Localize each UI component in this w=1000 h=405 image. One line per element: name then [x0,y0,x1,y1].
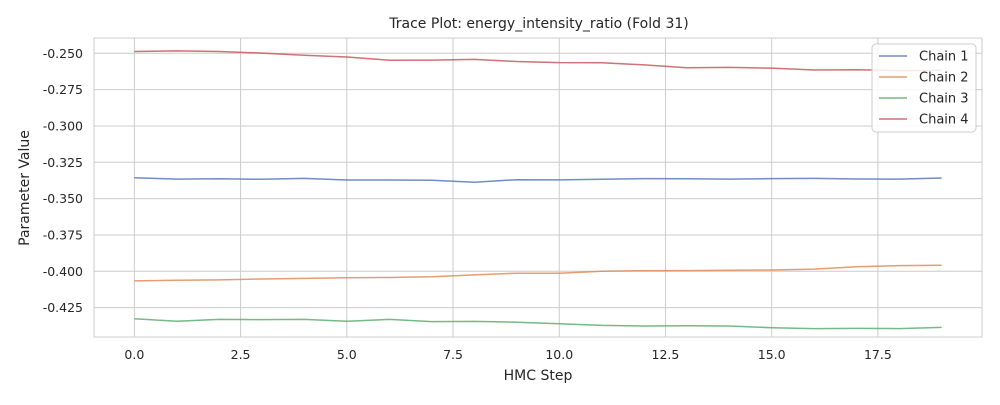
series-line-chain-4 [134,50,942,72]
x-tick-label: 17.5 [864,347,892,362]
series-layer [134,50,942,330]
y-tick-label: -0.350 [43,191,83,206]
y-tick-label: -0.425 [43,300,83,315]
y-tick-label: -0.275 [43,82,83,97]
y-axis-label: Parameter Value [17,130,33,246]
grid-layer [94,38,982,337]
y-tick-label: -0.375 [43,227,83,242]
series-line-chain-3 [134,317,942,330]
x-tick-label: 12.5 [652,347,680,362]
x-tick-label: 10.0 [545,347,573,362]
chart-title: Trace Plot: energy_intensity_ratio (Fold… [388,16,688,32]
y-tick-label: -0.400 [43,264,83,279]
x-tick-label: 15.0 [758,347,786,362]
y-tick-label: -0.300 [43,118,83,133]
legend-label: Chain 2 [919,71,969,86]
y-tick-label: -0.250 [43,46,83,61]
x-tick-label: 5.0 [337,347,357,362]
x-tick-label: 7.5 [443,347,463,362]
legend: Chain 1 Chain 2 Chain 3 Chain 4 [871,43,977,133]
plot-frame [93,37,983,338]
series-line-chain-2 [134,264,942,282]
legend-label: Chain 1 [919,50,969,65]
legend-label: Chain 4 [919,113,969,128]
y-tick-label: -0.325 [43,155,83,170]
x-tick-label: 0.0 [124,347,144,362]
x-axis-label: HMC Step [504,368,573,384]
x-tick-label: 2.5 [231,347,251,362]
legend-box [871,43,977,133]
legend-label: Chain 3 [919,92,969,107]
series-line-chain-1 [134,176,942,183]
tick-label-layer: 0.0 2.5 5.0 7.5 10.0 12.5 15.0 17.5 -0.250 -0.275… [43,46,892,362]
